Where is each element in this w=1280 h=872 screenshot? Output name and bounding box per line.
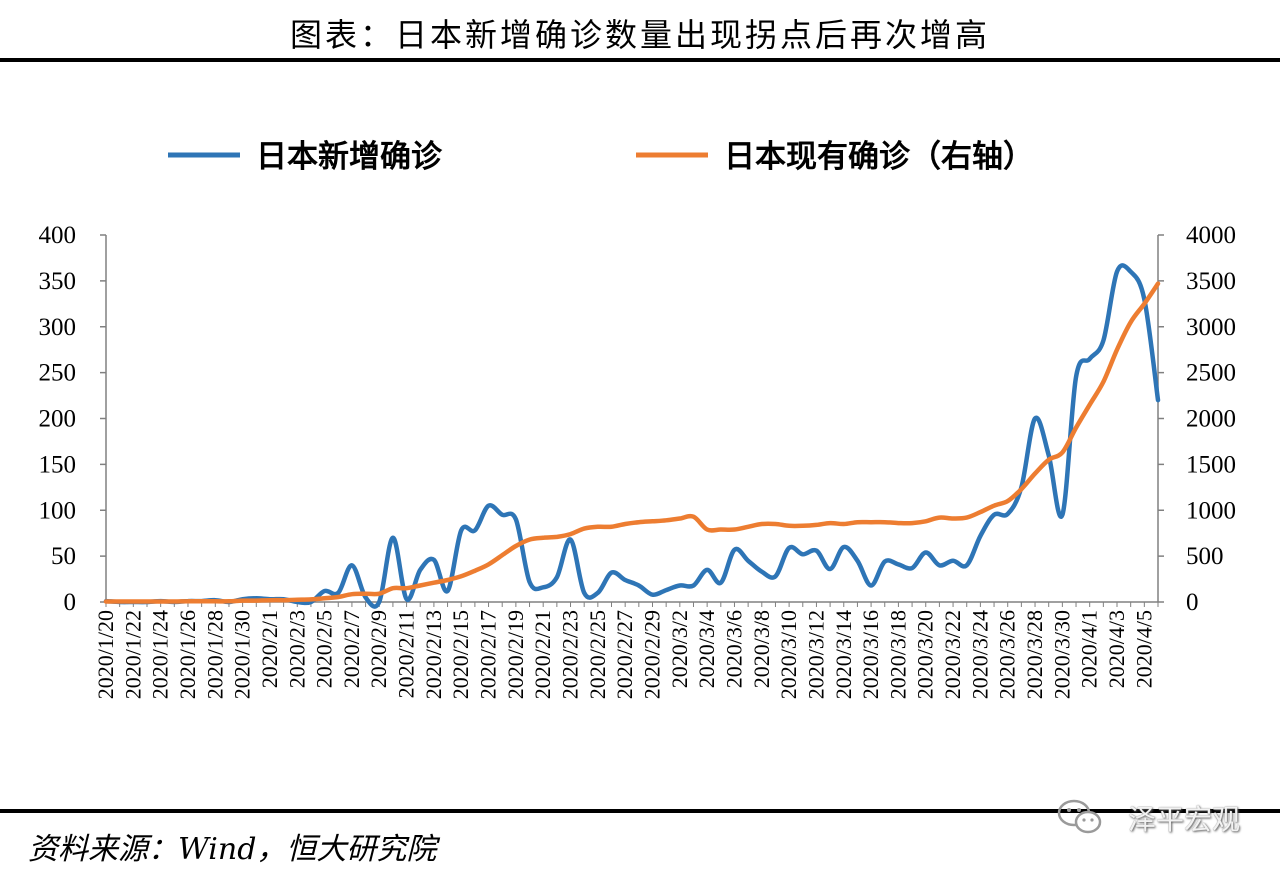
- x-tick-label: 2020/3/28: [1022, 610, 1047, 699]
- x-tick-label: 2020/2/21: [530, 610, 555, 699]
- y-left-tick-label: 150: [39, 451, 77, 478]
- x-tick-label: 2020/1/22: [120, 610, 145, 699]
- x-tick-label: 2020/2/15: [448, 610, 473, 699]
- y-axis-left: 0 50 100 150 200 250 300 350 400: [39, 222, 106, 616]
- x-tick-label: 2020/1/30: [230, 610, 255, 699]
- x-tick-label: 2020/3/22: [940, 610, 965, 699]
- x-tick-label: 2020/1/26: [175, 610, 200, 699]
- x-tick-label: 2020/3/10: [776, 610, 801, 699]
- y-right-tick-label: 1500: [1186, 451, 1236, 478]
- x-tick-label: 2020/3/26: [995, 610, 1020, 699]
- y-right-tick-label: 3500: [1186, 268, 1236, 295]
- x-tick-label: 2020/2/1: [257, 610, 282, 688]
- y-right-tick-label: 3000: [1186, 314, 1236, 341]
- series-line-new-cases: [103, 263, 1161, 609]
- y-right-tick-label: 4000: [1186, 222, 1236, 249]
- x-tick-label: 2020/2/11: [394, 610, 419, 698]
- x-tick-label: 2020/4/3: [1104, 610, 1129, 688]
- x-tick-label: 2020/3/24: [967, 610, 992, 699]
- y-left-tick-label: 300: [39, 314, 77, 341]
- x-tick-label: 2020/2/13: [421, 610, 446, 699]
- x-tick-label: 2020/1/28: [202, 610, 227, 699]
- x-tick-label: 2020/3/18: [885, 610, 910, 699]
- x-tick-label: 2020/3/30: [1049, 610, 1074, 699]
- x-tick-label: 2020/2/27: [612, 610, 637, 699]
- x-tick-label: 2020/3/6: [721, 610, 746, 688]
- y-left-tick-label: 200: [39, 406, 77, 433]
- x-tick-label: 2020/3/20: [913, 610, 938, 699]
- x-tick-label: 2020/2/17: [476, 610, 501, 699]
- x-tick-label: 2020/3/16: [858, 610, 883, 699]
- x-tick-label: 2020/3/2: [667, 610, 692, 688]
- x-tick-label: 2020/2/29: [639, 610, 664, 699]
- y-right-tick-label: 0: [1186, 589, 1199, 616]
- y-left-tick-label: 400: [39, 222, 77, 249]
- x-tick-label: 2020/2/7: [339, 610, 364, 688]
- y-left-tick-label: 0: [64, 589, 77, 616]
- y-left-tick-label: 100: [39, 497, 77, 524]
- x-tick-label: 2020/2/5: [312, 610, 337, 688]
- wechat-icon: [1057, 799, 1102, 834]
- legend: 日本新增确诊 日本现有确诊（右轴）: [168, 139, 1034, 175]
- legend-label-new-cases: 日本新增确诊: [256, 139, 443, 175]
- source-note: 资料来源：Wind，恒大研究院: [28, 832, 437, 867]
- y-right-tick-label: 500: [1186, 543, 1224, 570]
- y-right-tick-label: 2000: [1186, 406, 1236, 433]
- page-title: 图表：日本新增确诊数量出现拐点后再次增高: [289, 16, 990, 54]
- x-tick-label: 2020/2/3: [284, 610, 309, 688]
- watermark-text: 泽平宏观: [1127, 803, 1240, 836]
- y-left-tick-label: 350: [39, 268, 77, 295]
- x-axis: 2020/1/20 2020/1/22 2020/1/24 2020/1/26 2020…: [93, 602, 1159, 699]
- x-tick-label: 2020/2/9: [366, 610, 391, 688]
- x-tick-label: 2020/3/8: [749, 610, 774, 688]
- legend-label-active-cases: 日本现有确诊（右轴）: [724, 139, 1034, 175]
- x-tick-label: 2020/3/14: [831, 610, 856, 699]
- y-right-tick-label: 1000: [1186, 497, 1236, 524]
- bottom-divider: [0, 809, 1280, 813]
- x-tick-label: 2020/2/25: [585, 610, 610, 699]
- x-tick-label: 2020/1/24: [148, 610, 173, 699]
- y-axis-right: 0 500 1000 1500 2000 2500 3000 3500 4000: [1158, 222, 1236, 616]
- line-chart: 日本新增确诊 日本现有确诊（右轴） 0 50 100 150 200 250 300 350 4…: [39, 139, 1237, 699]
- x-tick-label: 2020/3/12: [803, 610, 828, 699]
- x-tick-label: 2020/4/1: [1077, 610, 1102, 688]
- x-tick-label: 2020/2/19: [503, 610, 528, 699]
- x-tick-label: 2020/4/5: [1131, 610, 1156, 688]
- top-divider: [0, 58, 1280, 62]
- y-left-tick-label: 250: [39, 360, 77, 387]
- x-tick-label: 2020/3/4: [694, 610, 719, 688]
- plot-area: [103, 263, 1161, 609]
- axes: [105, 235, 1159, 603]
- y-right-tick-label: 2500: [1186, 360, 1236, 387]
- y-left-tick-label: 50: [51, 543, 76, 570]
- x-tick-label: 2020/1/20: [93, 610, 118, 699]
- x-tick-label: 2020/2/23: [558, 610, 583, 699]
- series-line-active-cases: [103, 281, 1161, 604]
